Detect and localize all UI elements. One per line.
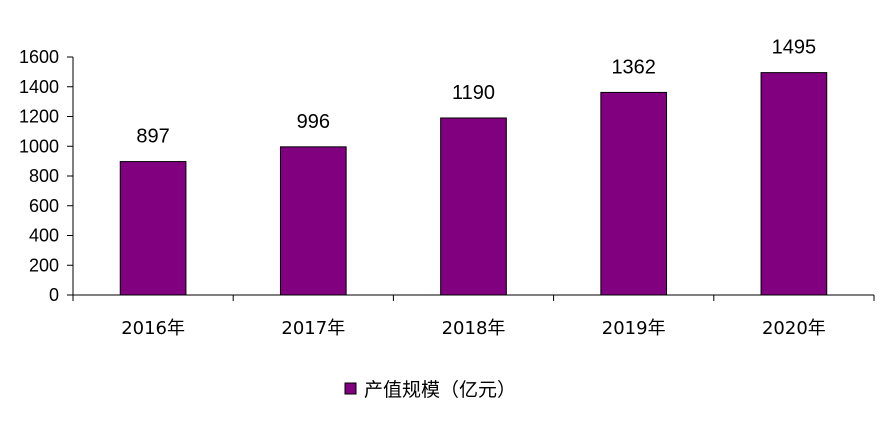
bar (279, 146, 347, 296)
y-tick-label: 1600 (19, 47, 59, 67)
legend-label: 产值规模（亿元） (364, 379, 516, 401)
x-category-label: 2017年 (281, 318, 345, 339)
y-tick-label: 800 (29, 166, 59, 186)
y-tick-label: 1400 (19, 77, 59, 97)
y-tick-label: 600 (29, 196, 59, 216)
bar-value-label: 996 (297, 111, 330, 133)
x-category-label: 2019年 (602, 318, 666, 339)
y-tick-label: 200 (29, 255, 59, 275)
x-category-label: 2016年 (121, 318, 185, 339)
bar-value-label: 1362 (611, 56, 656, 78)
y-tick-label: 1000 (19, 136, 59, 156)
bar-value-label: 1495 (772, 37, 817, 59)
legend: 产值规模（亿元） (344, 379, 516, 401)
bars (119, 72, 828, 296)
bar-value-label: 1190 (452, 82, 495, 104)
x-axis: 2016年 2017年 2018年 2019年 2020年 (72, 294, 875, 339)
y-tick-label: 0 (49, 285, 59, 305)
bar-value-label: 897 (136, 126, 169, 148)
legend-swatch (344, 382, 357, 395)
y-tick-label: 400 (29, 226, 59, 246)
bar (119, 161, 187, 296)
data-labels: 897 996 1190 1362 1495 (136, 37, 816, 148)
y-tick-label: 1200 (19, 107, 59, 127)
y-axis: 0 200 400 600 800 1000 1200 1400 1600 (19, 47, 74, 305)
x-category-label: 2018年 (442, 318, 506, 339)
bar (440, 117, 507, 296)
bar (600, 91, 668, 296)
bar (760, 72, 828, 296)
x-category-label: 2020年 (762, 318, 826, 339)
